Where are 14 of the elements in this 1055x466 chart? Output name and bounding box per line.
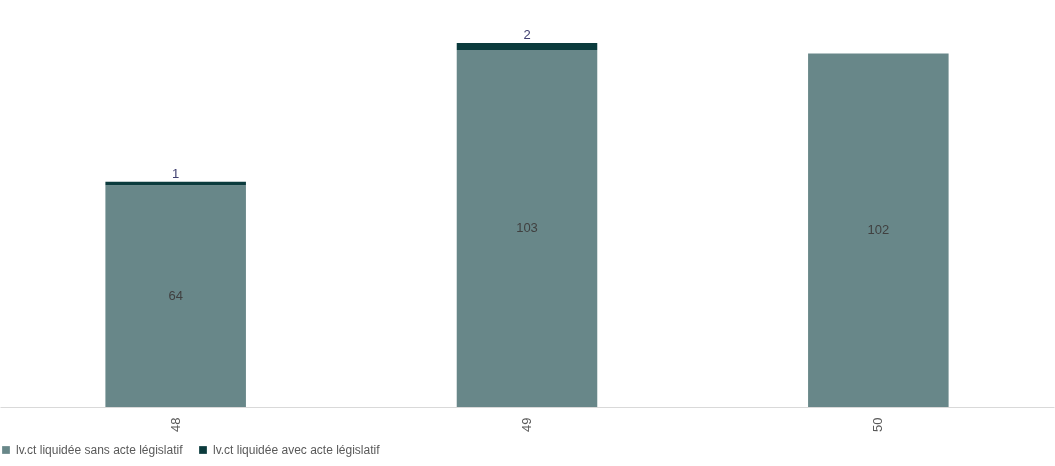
bar: [456, 49, 598, 407]
bar: [808, 53, 949, 407]
x-tick-label: 48: [167, 417, 183, 432]
bar: [456, 43, 598, 50]
bar: [105, 185, 246, 407]
legend-label: lv.ct liquidée avec acte législatif: [213, 443, 381, 457]
data-label: 1: [172, 165, 180, 181]
legend-label: lv.ct liquidée sans acte législatif: [16, 443, 184, 457]
x-tick-label: 50: [870, 417, 886, 432]
data-label: 64: [168, 288, 183, 304]
x-tick-label: 49: [519, 417, 534, 432]
data-label: 103: [516, 220, 538, 236]
data-label: 2: [523, 27, 531, 42]
data-label: 102: [867, 222, 890, 238]
